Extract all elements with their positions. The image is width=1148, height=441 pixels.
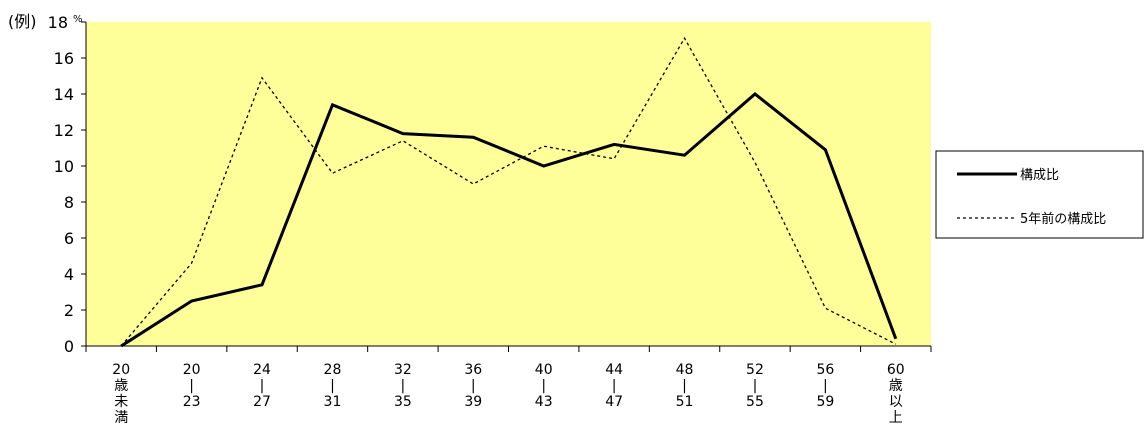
- y-tick-label: 16: [54, 49, 74, 68]
- x-tick-label: 28 | 31: [324, 362, 342, 410]
- legend-label-5年前の構成比: 5年前の構成比: [1020, 211, 1106, 227]
- x-tick-label: 60 歳以上: [887, 362, 905, 426]
- x-tick-label: 20 歳未満: [112, 362, 130, 426]
- y-tick-label: 10: [54, 157, 74, 176]
- y-tick-label: 18: [48, 13, 68, 32]
- y-tick-label: 14: [54, 85, 74, 104]
- x-tick-label: 20 | 23: [183, 362, 201, 410]
- x-tick-label: 36 | 39: [464, 362, 482, 410]
- x-tick-label: 48 | 51: [676, 362, 694, 410]
- y-percent-symbol: %: [73, 14, 83, 25]
- y-tick-label: 8: [64, 193, 74, 212]
- x-tick-label: 32 | 35: [394, 362, 412, 410]
- series-line-構成比: [120, 92, 898, 348]
- y-unit-label: (例): [8, 12, 37, 31]
- y-tick-label: 6: [64, 229, 74, 248]
- y-tick-label: 0: [64, 337, 74, 356]
- x-tick-label: 40 | 43: [535, 362, 553, 410]
- y-tick-label: 2: [64, 301, 74, 320]
- y-tick-label: 12: [54, 121, 74, 140]
- x-tick-label: 24 | 27: [253, 362, 271, 410]
- x-tick-label: 44 | 47: [605, 362, 623, 410]
- x-tick-label: 56 | 59: [816, 362, 834, 410]
- legend-box: [935, 150, 1144, 239]
- y-tick-label: 4: [64, 265, 74, 284]
- x-tick-label: 52 | 55: [746, 362, 764, 410]
- series-line-5年前の構成比: [120, 36, 897, 347]
- legend-label-構成比: 構成比: [1020, 168, 1059, 183]
- legend: 構成比 5年前の構成比: [935, 150, 1144, 239]
